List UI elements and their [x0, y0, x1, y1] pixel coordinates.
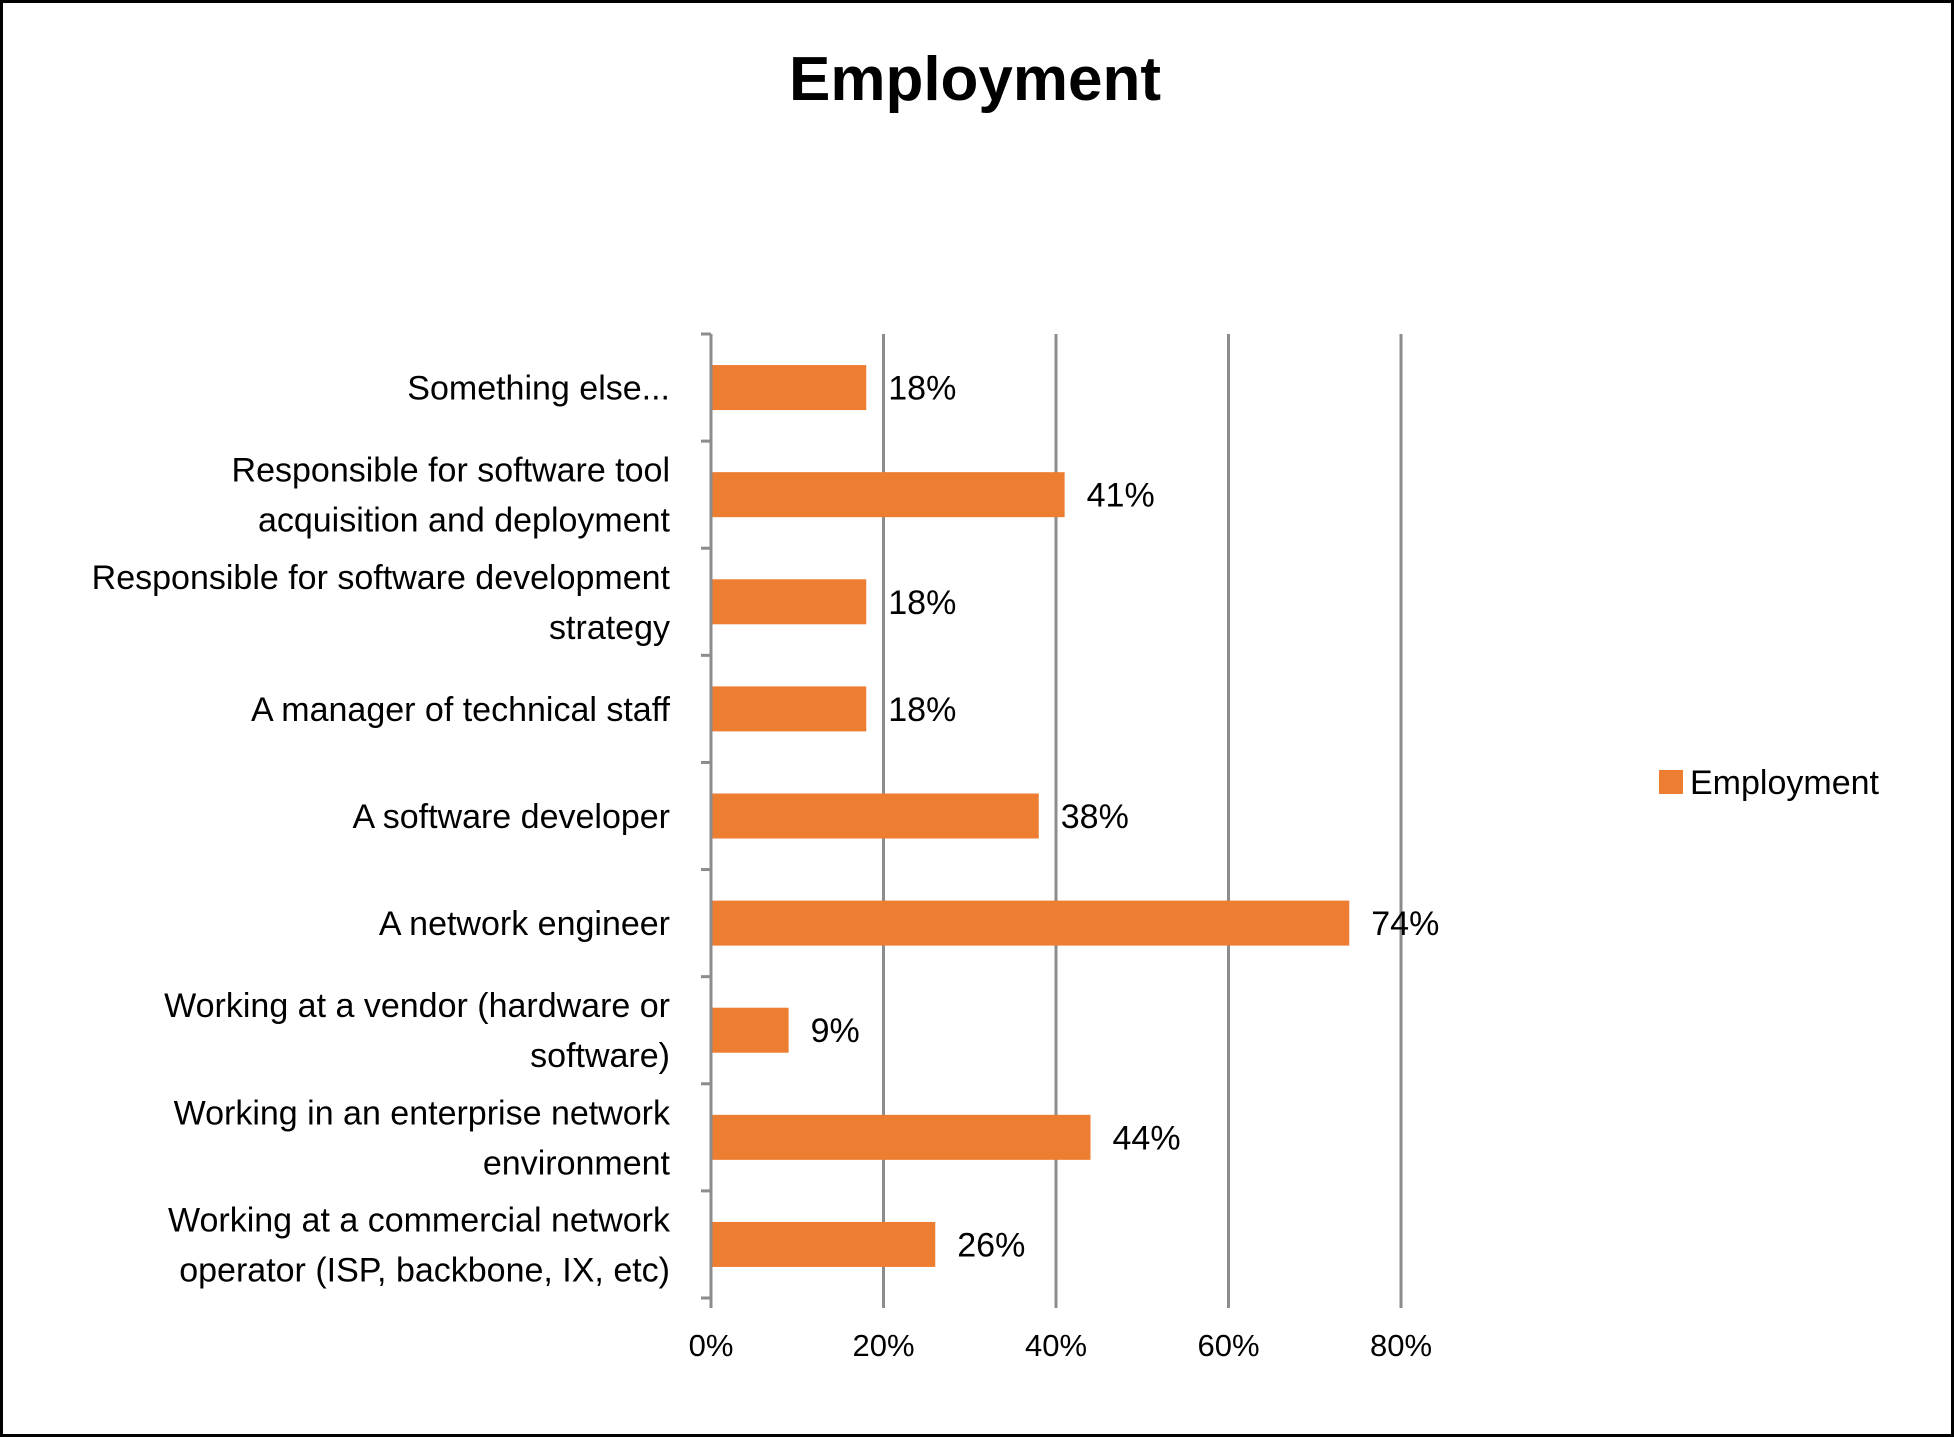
data-label: 38%	[1061, 798, 1129, 836]
category-label: environment	[483, 1144, 671, 1182]
bars	[711, 365, 1350, 1267]
data-label: 18%	[888, 370, 956, 408]
category-label: acquisition and deployment	[258, 502, 671, 540]
tick-labels: 0% 20% 40% 60% 80%	[689, 1328, 1432, 1363]
data-label: 18%	[888, 691, 956, 729]
category-label: software)	[530, 1037, 670, 1075]
category-labels: Something else... Responsible for softwar…	[92, 370, 671, 1290]
bar	[711, 365, 867, 411]
category-label: A software developer	[352, 798, 670, 836]
category-label: strategy	[549, 609, 670, 647]
bar	[711, 1114, 1091, 1160]
data-label: 26%	[957, 1226, 1025, 1264]
legend-label: Employment	[1690, 764, 1880, 802]
data-label: 18%	[888, 584, 956, 622]
data-labels: 18% 41% 18% 18% 38% 74% 9% 44% 26%	[811, 370, 1440, 1265]
category-label: A manager of technical staff	[251, 691, 671, 729]
x-tick-label: 0%	[689, 1328, 734, 1363]
bar	[711, 793, 1039, 839]
data-label: 9%	[811, 1012, 860, 1050]
x-tick-label: 40%	[1025, 1328, 1087, 1363]
data-label: 74%	[1371, 905, 1439, 943]
bar	[711, 1221, 936, 1267]
chart-title: Employment	[789, 45, 1161, 114]
bar	[711, 900, 1350, 946]
data-label: 41%	[1087, 477, 1155, 515]
data-label: 44%	[1113, 1119, 1181, 1157]
category-label: Responsible for software tool	[232, 452, 670, 490]
category-label: Working in an enterprise network	[174, 1094, 671, 1132]
legend-swatch	[1659, 770, 1683, 794]
category-label: operator (ISP, backbone, IX, etc)	[179, 1251, 670, 1289]
category-label: Working at a vendor (hardware or	[164, 987, 670, 1025]
x-tick-label: 60%	[1197, 1328, 1259, 1363]
legend: Employment	[1659, 764, 1880, 802]
category-label: A network engineer	[379, 905, 670, 943]
bar	[711, 686, 867, 732]
x-tick-label: 80%	[1370, 1328, 1432, 1363]
axes	[701, 332, 1403, 1308]
category-label: Responsible for software development	[92, 559, 671, 597]
bar	[711, 472, 1065, 518]
x-tick-label: 20%	[852, 1328, 914, 1363]
bar	[711, 1007, 789, 1053]
category-label: Something else...	[407, 370, 670, 408]
category-label: Working at a commercial network	[168, 1201, 671, 1239]
bar	[711, 579, 867, 625]
